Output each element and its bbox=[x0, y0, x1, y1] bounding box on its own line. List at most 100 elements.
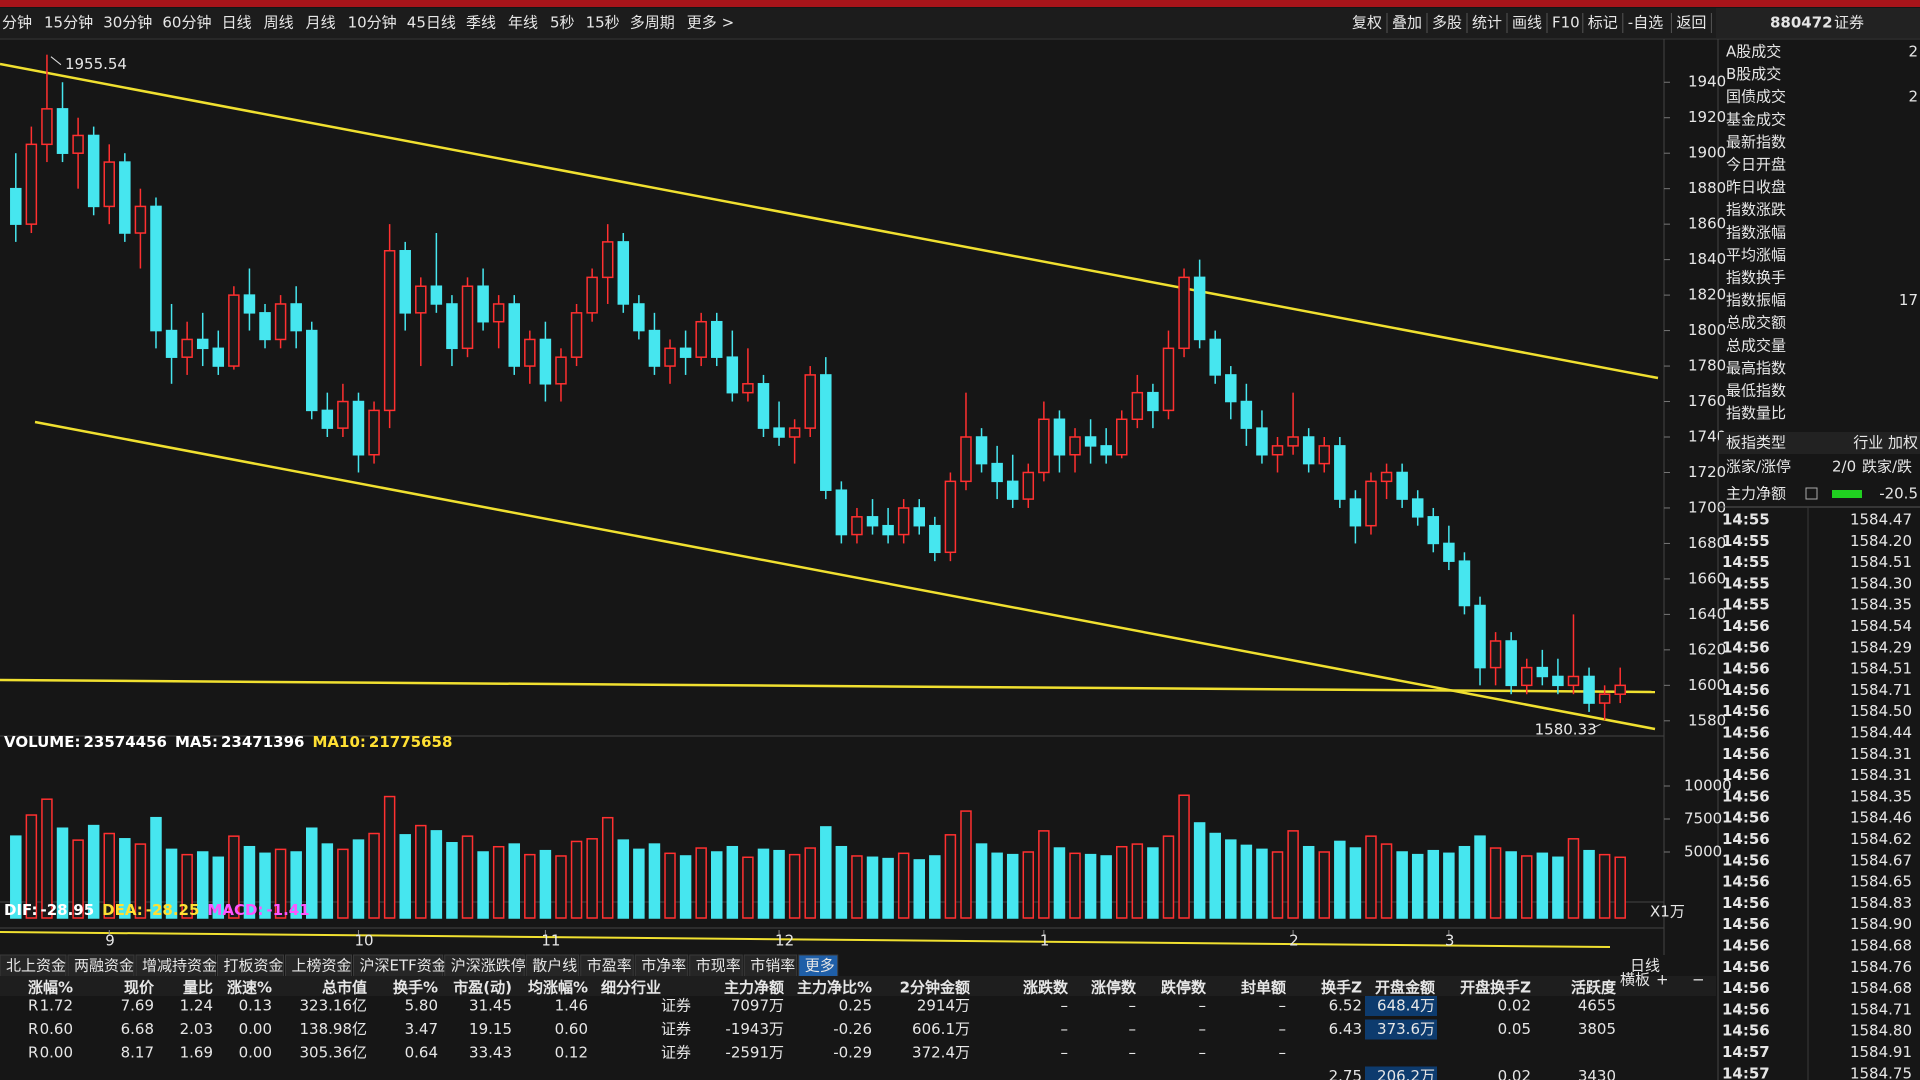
volume-bar bbox=[1053, 847, 1066, 919]
tool-button[interactable]: -自选 bbox=[1628, 14, 1663, 32]
tool-button[interactable]: 返回 bbox=[1676, 14, 1706, 32]
volume-bar bbox=[882, 857, 894, 919]
candle-body bbox=[1598, 693, 1611, 704]
row-flag: R bbox=[28, 997, 38, 1015]
y-tick-label: 1880 bbox=[1688, 179, 1726, 197]
panel-label: 指数量比 bbox=[1726, 404, 1786, 422]
volume-bar bbox=[1505, 851, 1517, 919]
candle-body bbox=[773, 427, 785, 438]
tool-button[interactable]: 复权 bbox=[1352, 14, 1382, 32]
volume-bar bbox=[851, 855, 863, 919]
period-button[interactable]: 30分钟 bbox=[103, 14, 152, 32]
period-button[interactable]: 45日线 bbox=[407, 14, 456, 32]
period-button[interactable]: 周线 bbox=[264, 14, 294, 32]
column-header: 涨幅% bbox=[28, 979, 73, 997]
tick-time: 14:56 bbox=[1722, 681, 1770, 699]
column-header: 2分钟金额 bbox=[900, 979, 970, 997]
period-button[interactable]: 15分钟 bbox=[44, 14, 93, 32]
volume-bar bbox=[1162, 835, 1175, 919]
table-cell: 2.75 bbox=[1329, 1067, 1362, 1080]
volume-bar bbox=[617, 839, 630, 919]
tab-label: 打板资金 bbox=[224, 957, 284, 975]
candle-body bbox=[944, 480, 957, 554]
tick-time: 14:56 bbox=[1722, 745, 1770, 763]
table-tool[interactable]: 横板 bbox=[1620, 971, 1650, 989]
tool-button[interactable]: 标记 bbox=[1588, 14, 1618, 32]
period-button[interactable]: 月线 bbox=[306, 14, 336, 32]
period-button[interactable]: 10分钟 bbox=[348, 14, 397, 32]
candle-body bbox=[352, 400, 365, 456]
candle-body bbox=[1100, 445, 1112, 456]
tick-price: 1584.51 bbox=[1850, 553, 1912, 571]
volume-bar bbox=[1349, 847, 1362, 919]
volume-bar bbox=[960, 810, 972, 919]
period-button[interactable]: 多周期 bbox=[630, 14, 675, 32]
candle-body bbox=[929, 524, 941, 554]
title-strip bbox=[0, 0, 1920, 7]
tick-time: 14:56 bbox=[1722, 851, 1770, 869]
tick-price: 1584.47 bbox=[1850, 511, 1912, 529]
table-tool[interactable]: − bbox=[1692, 971, 1705, 989]
candle-body bbox=[882, 524, 894, 536]
security-code: 880472 bbox=[1770, 14, 1833, 32]
candle-body bbox=[1084, 436, 1097, 447]
candle-body bbox=[41, 108, 53, 146]
tool-button[interactable]: 统计 bbox=[1472, 14, 1502, 32]
volume-bar bbox=[119, 838, 131, 919]
period-button[interactable]: 季线 bbox=[466, 14, 496, 32]
table-cell: – bbox=[1279, 1020, 1287, 1038]
tab-label: 增减持资金 bbox=[142, 957, 217, 975]
panel-label: 最新指数 bbox=[1726, 133, 1786, 151]
tick-time: 14:55 bbox=[1722, 596, 1770, 614]
table-cell: 648.4万 bbox=[1377, 997, 1435, 1015]
low-label: 1580.33 bbox=[1535, 721, 1597, 739]
candle-body bbox=[1302, 436, 1315, 465]
period-button[interactable]: 年线 bbox=[508, 14, 538, 32]
period-button[interactable]: 日线 bbox=[222, 14, 252, 32]
volume-bar bbox=[897, 852, 910, 919]
volume-bar bbox=[975, 843, 988, 919]
candle-body bbox=[306, 329, 318, 412]
volume-bar bbox=[461, 835, 474, 919]
period-button[interactable]: 分钟 bbox=[2, 14, 32, 32]
period-button[interactable]: 60分钟 bbox=[162, 14, 211, 32]
y-tick-label: 1700 bbox=[1688, 498, 1726, 516]
period-button[interactable]: 更多 > bbox=[687, 14, 734, 32]
table-cell: 305.36亿 bbox=[300, 1044, 368, 1062]
table-cell: 证券 bbox=[661, 1044, 691, 1062]
volume-bar bbox=[477, 851, 489, 919]
tool-button[interactable]: 画线 bbox=[1512, 14, 1542, 32]
panel-label: A股成交 bbox=[1726, 43, 1781, 61]
table-cell: 7.69 bbox=[121, 997, 154, 1015]
table-cell: -1943万 bbox=[725, 1020, 784, 1038]
column-header: 开盘金额 bbox=[1375, 979, 1435, 997]
candle-body bbox=[648, 329, 661, 367]
tick-time: 14:55 bbox=[1722, 553, 1770, 571]
volume-bar bbox=[1567, 838, 1580, 919]
table-tool[interactable]: + bbox=[1656, 971, 1669, 989]
table-cell: 0.00 bbox=[239, 1044, 272, 1062]
volume-bar bbox=[1536, 852, 1549, 919]
column-header: 封单额 bbox=[1241, 979, 1286, 997]
column-header: 开盘换手Z bbox=[1460, 979, 1531, 997]
candle-body bbox=[1038, 418, 1050, 474]
volume-bar bbox=[913, 859, 925, 919]
tab-label: 市现率 bbox=[696, 957, 741, 975]
volume-bar bbox=[586, 838, 598, 919]
column-header: 主力净额 bbox=[724, 979, 784, 997]
volume-bar bbox=[1193, 822, 1206, 919]
period-button[interactable]: 15秒 bbox=[586, 14, 620, 32]
volume-bar bbox=[212, 856, 225, 919]
tab-label[interactable]: 日线 bbox=[1630, 957, 1660, 975]
volume-bar bbox=[742, 856, 754, 919]
tool-button[interactable]: 多股 bbox=[1432, 14, 1462, 32]
candle-body bbox=[1271, 445, 1284, 456]
candle-body bbox=[477, 285, 489, 323]
tick-time: 14:56 bbox=[1722, 979, 1770, 997]
candle-body bbox=[1583, 675, 1595, 704]
candle-body bbox=[1380, 471, 1393, 483]
tool-button[interactable]: F10 bbox=[1552, 14, 1580, 32]
period-button[interactable]: 5秒 bbox=[550, 14, 575, 32]
tool-button[interactable]: 叠加 bbox=[1392, 14, 1422, 32]
panel-label: 总成交量 bbox=[1726, 336, 1786, 354]
